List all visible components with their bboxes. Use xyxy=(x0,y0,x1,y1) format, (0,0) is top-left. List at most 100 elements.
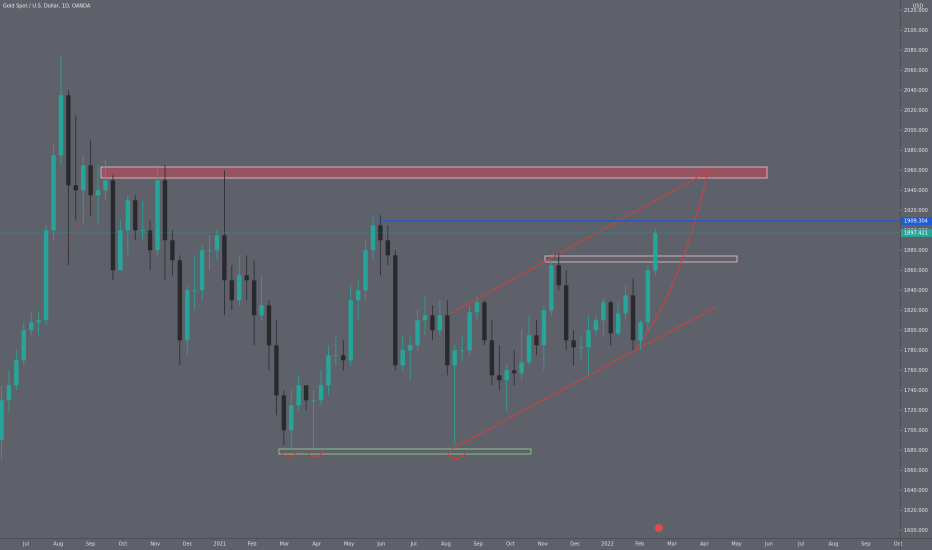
candle-body xyxy=(66,95,71,186)
candle-body xyxy=(348,300,353,361)
x-tick-label: Apr xyxy=(700,542,710,548)
x-tick-label: Apr xyxy=(312,542,322,548)
candle-body xyxy=(653,232,658,271)
chart-title: Gold Spot / U.S. Dollar, 1D, OANDA xyxy=(3,4,91,10)
candle-body xyxy=(251,280,257,316)
y-tick-label: 1700.000 xyxy=(904,428,928,434)
candle-body xyxy=(318,385,324,401)
candle-body xyxy=(88,165,93,196)
candle-body xyxy=(311,400,316,402)
x-tick-label: Mar xyxy=(280,542,290,548)
candle-body xyxy=(534,335,539,346)
candle-body xyxy=(177,260,183,341)
candle-body xyxy=(556,265,561,286)
x-tick-label: Sep xyxy=(473,542,482,548)
candle-body xyxy=(0,400,4,441)
candle-body xyxy=(118,230,123,271)
candle-body xyxy=(140,230,145,232)
candle-body xyxy=(467,312,472,351)
x-tick-label: Dec xyxy=(183,542,193,548)
y-tick-label: 2020.000 xyxy=(904,108,928,114)
candle-body xyxy=(415,320,420,346)
candle-body xyxy=(571,340,576,348)
x-tick-label: Feb xyxy=(248,542,257,548)
x-tick-label: Sep xyxy=(86,542,95,548)
candle-body xyxy=(459,350,465,352)
event-icon xyxy=(655,524,663,532)
candle-body xyxy=(303,385,309,401)
candle-body xyxy=(630,295,636,341)
y-tick-label: 1600.000 xyxy=(904,528,928,534)
candle-body xyxy=(623,295,628,314)
y-tick-label: 1660.000 xyxy=(904,468,928,474)
candle-body xyxy=(21,330,26,361)
bottom-marks xyxy=(278,450,467,460)
y-tick-label: 1640.000 xyxy=(904,488,928,494)
candle-body xyxy=(430,315,435,331)
y-tick-label: 1820.000 xyxy=(904,308,928,314)
y-tick-label: 2120.000 xyxy=(904,8,928,14)
y-tick-label: 1680.000 xyxy=(904,448,928,454)
candle-body xyxy=(266,305,272,346)
candle-body xyxy=(504,370,509,381)
candle-body xyxy=(162,180,168,241)
y-tick-label: 1980.000 xyxy=(904,148,928,154)
candle-body xyxy=(289,405,294,431)
candle-body xyxy=(511,370,517,374)
candle-body xyxy=(482,302,487,341)
candle-body xyxy=(170,240,175,261)
y-tick-label: 1840.000 xyxy=(904,288,928,294)
candle-body xyxy=(452,350,457,366)
candle-body xyxy=(147,230,153,251)
x-tick-label: Jul xyxy=(410,542,417,548)
candle-body xyxy=(363,250,368,291)
candle-body xyxy=(586,330,591,348)
candle-body xyxy=(563,285,569,341)
x-tick-label: 2022 xyxy=(601,542,614,548)
x-tick-label: Aug xyxy=(53,542,63,548)
price-label-box xyxy=(901,216,932,225)
resistance-zone xyxy=(100,166,768,179)
x-tick-label: Nov xyxy=(538,542,548,548)
x-tick-label: Jul xyxy=(797,542,804,548)
y-tick-label: 1800.000 xyxy=(904,328,928,334)
candle-body xyxy=(185,290,190,341)
y-tick-label: 2080.000 xyxy=(904,48,928,54)
x-tick-label: Aug xyxy=(441,542,451,548)
x-tick-label: Jun xyxy=(764,542,773,548)
candle-body xyxy=(155,180,160,251)
candle-body xyxy=(645,270,651,323)
candle-body xyxy=(489,340,495,376)
x-tick-label: Feb xyxy=(635,542,644,548)
x-tick-label: Jul xyxy=(22,542,29,548)
candle-body xyxy=(14,360,19,386)
x-tick-label: Oct xyxy=(119,542,128,548)
price-label-box xyxy=(901,228,932,237)
channel-line xyxy=(451,306,717,450)
x-tick-label: 2021 xyxy=(213,542,226,548)
candle-body xyxy=(51,155,56,231)
candle-body xyxy=(259,305,264,316)
candle-body xyxy=(73,185,78,191)
y-tick-label: 2040.000 xyxy=(904,88,928,94)
candle-body xyxy=(549,265,554,311)
x-tick-label: Jun xyxy=(376,542,385,548)
candles xyxy=(0,55,658,461)
price-label: 1897.421 xyxy=(904,230,928,236)
y-tick-label: 1940.000 xyxy=(904,188,928,194)
candle-body xyxy=(370,225,376,251)
resistance-box xyxy=(544,255,738,263)
candle-body xyxy=(95,190,101,196)
candle-body xyxy=(593,320,599,331)
y-tick-label: 1920.000 xyxy=(904,208,928,214)
x-tick-label: Nov xyxy=(150,542,160,548)
candle-body xyxy=(519,362,524,374)
y-tick-label: 1960.000 xyxy=(904,168,928,174)
y-tick-label: 1620.000 xyxy=(904,508,928,514)
y-tick-label: 1860.000 xyxy=(904,268,928,274)
candle-body xyxy=(526,335,532,363)
candle-body xyxy=(497,375,502,381)
candle-body xyxy=(133,200,138,231)
candle-body xyxy=(333,355,339,357)
